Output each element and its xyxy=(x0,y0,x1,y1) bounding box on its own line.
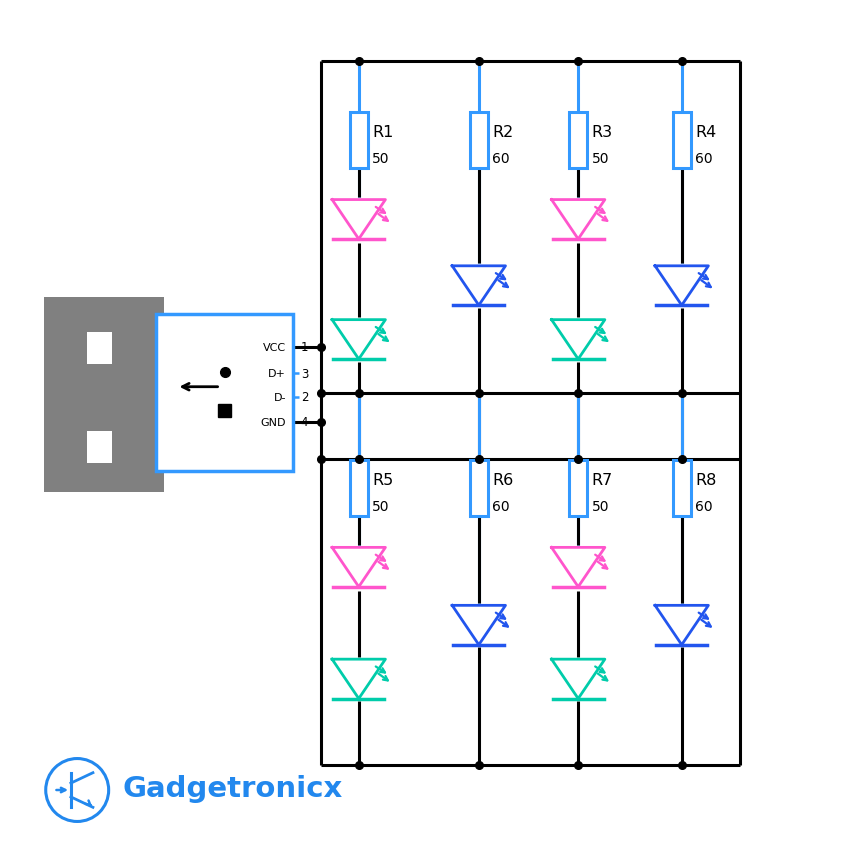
Text: 1: 1 xyxy=(301,341,309,354)
Text: R5: R5 xyxy=(372,473,394,487)
Bar xyxy=(672,112,691,169)
Bar xyxy=(570,460,587,517)
Text: 60: 60 xyxy=(695,500,712,513)
Text: Gadgetronicx: Gadgetronicx xyxy=(122,775,343,803)
Text: D+: D+ xyxy=(268,369,286,379)
Bar xyxy=(88,432,112,463)
Text: 50: 50 xyxy=(372,500,389,513)
Bar xyxy=(672,460,691,517)
Text: 60: 60 xyxy=(695,152,712,166)
Text: 2: 2 xyxy=(301,391,309,403)
Bar xyxy=(570,112,587,169)
Text: R2: R2 xyxy=(492,125,513,140)
Text: 60: 60 xyxy=(492,152,510,166)
Text: VCC: VCC xyxy=(263,343,286,353)
Bar xyxy=(44,298,164,492)
Bar xyxy=(470,460,488,517)
Text: 50: 50 xyxy=(592,500,609,513)
Text: R4: R4 xyxy=(695,125,717,140)
Bar xyxy=(349,460,368,517)
Text: 4: 4 xyxy=(301,415,309,429)
Text: R1: R1 xyxy=(372,125,394,140)
Bar xyxy=(88,333,112,364)
Text: R8: R8 xyxy=(695,473,717,487)
Text: 50: 50 xyxy=(372,152,389,166)
Bar xyxy=(218,404,231,418)
Text: 3: 3 xyxy=(301,367,309,381)
Text: 50: 50 xyxy=(592,152,609,166)
Text: R6: R6 xyxy=(492,473,513,487)
Bar xyxy=(470,112,488,169)
Text: R7: R7 xyxy=(592,473,613,487)
Text: 60: 60 xyxy=(492,500,510,513)
Text: R3: R3 xyxy=(592,125,613,140)
Text: GND: GND xyxy=(260,417,286,427)
Bar xyxy=(156,315,292,472)
Text: D-: D- xyxy=(274,392,286,403)
Bar xyxy=(349,112,368,169)
